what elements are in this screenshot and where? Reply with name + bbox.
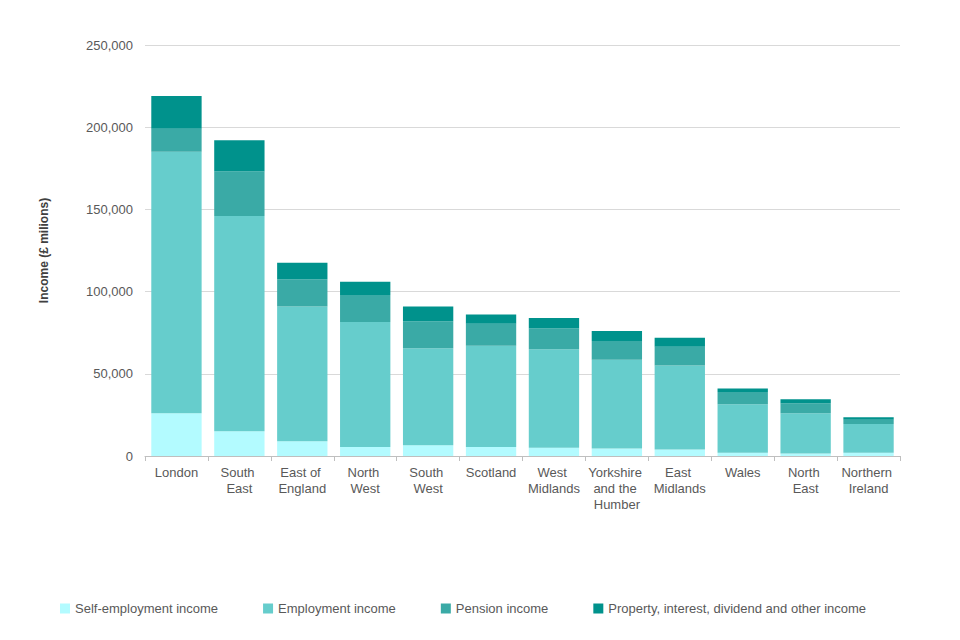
svg-text:England: England <box>278 481 326 496</box>
svg-text:100,000: 100,000 <box>86 284 133 299</box>
svg-text:West: West <box>351 481 381 496</box>
svg-text:Income (£ milions): Income (£ milions) <box>37 198 51 303</box>
svg-text:Yorkshire: Yorkshire <box>588 465 645 480</box>
svg-text:and the: and the <box>593 481 640 496</box>
svg-text:West: West <box>537 465 570 480</box>
svg-text:Humber: Humber <box>594 497 641 512</box>
svg-text:North: North <box>788 465 823 480</box>
svg-text:50,000: 50,000 <box>93 366 133 381</box>
svg-text:Scotland: Scotland <box>466 465 517 480</box>
svg-text:0: 0 <box>126 449 133 464</box>
svg-text:East of: East of <box>280 465 324 480</box>
svg-text:Property, interest, dividend a: Property, interest, dividend and other i… <box>608 601 866 616</box>
svg-text:Northern: Northern <box>841 465 895 480</box>
svg-text:West: West <box>413 481 443 496</box>
svg-text:200,000: 200,000 <box>86 120 133 135</box>
svg-text:Self-employment income: Self-employment income <box>75 601 218 616</box>
svg-text:East: East <box>793 481 819 496</box>
svg-text:South: South <box>221 465 259 480</box>
svg-text:Employment income: Employment income <box>278 601 396 616</box>
svg-text:Midlands: Midlands <box>528 481 581 496</box>
svg-text:East: East <box>226 481 252 496</box>
svg-text:Pension income: Pension income <box>456 601 549 616</box>
svg-text:North: North <box>348 465 383 480</box>
svg-text:London: London <box>155 465 198 480</box>
svg-text:Ireland: Ireland <box>849 481 889 496</box>
svg-text:South: South <box>409 465 447 480</box>
svg-text:Midlands: Midlands <box>654 481 707 496</box>
svg-text:East: East <box>665 465 695 480</box>
svg-text:250,000: 250,000 <box>86 38 133 53</box>
svg-text:Wales: Wales <box>725 465 761 480</box>
svg-text:150,000: 150,000 <box>86 202 133 217</box>
